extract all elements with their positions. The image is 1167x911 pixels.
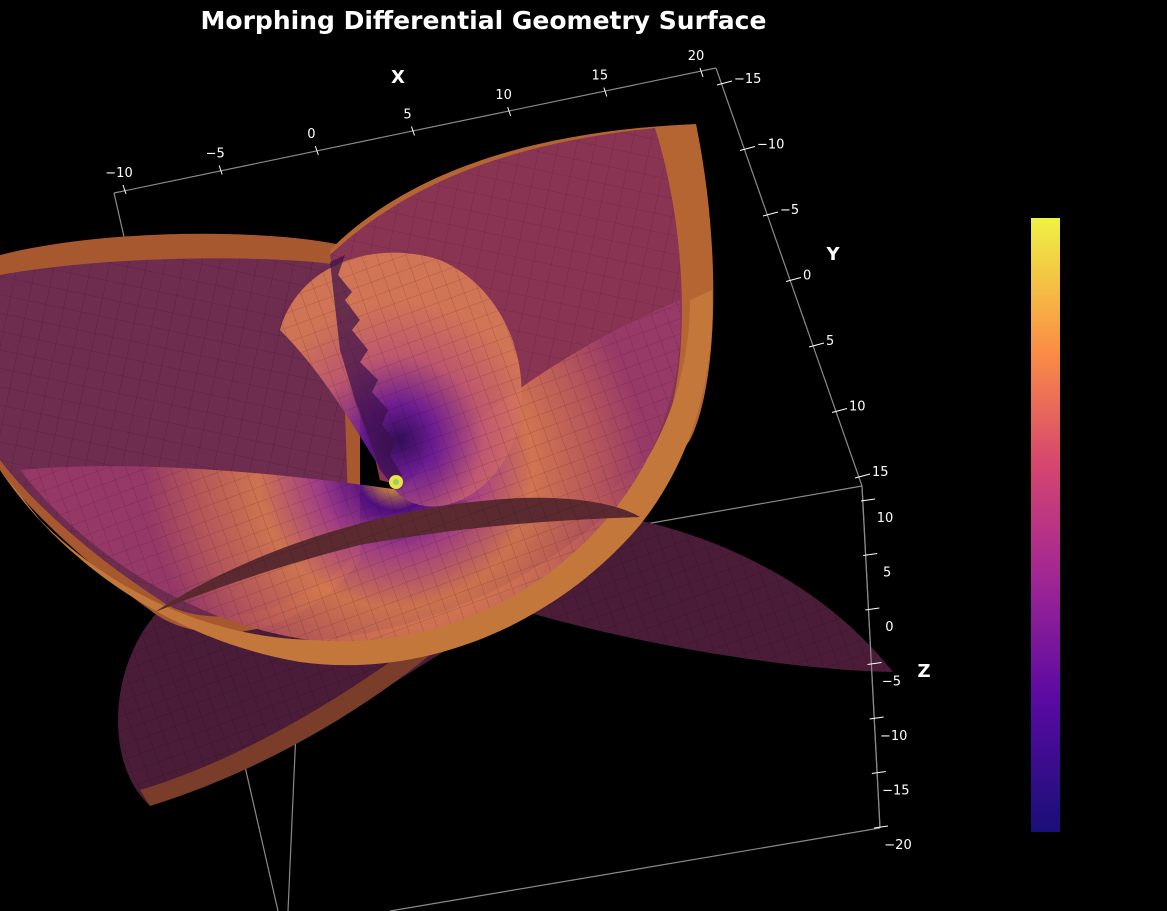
y-tick-label: 5 bbox=[826, 334, 834, 349]
x-tick-mark bbox=[699, 67, 704, 78]
y-tick-mark bbox=[854, 473, 871, 479]
z-tick-label: 5 bbox=[883, 566, 891, 581]
x-tick-mark bbox=[411, 126, 415, 136]
y-tick-label: −15 bbox=[734, 72, 761, 87]
y-tick-label: 10 bbox=[849, 400, 866, 415]
x-tick-mark bbox=[218, 165, 223, 175]
y-tick-mark bbox=[739, 146, 756, 151]
y-tick-mark bbox=[785, 277, 802, 282]
z-tick-label: −20 bbox=[884, 838, 911, 853]
surface-funnel bbox=[280, 252, 522, 507]
y-tick-mark bbox=[831, 408, 848, 413]
z-axis-label: Z bbox=[917, 661, 930, 682]
x-tick-label: 10 bbox=[495, 88, 512, 103]
colorbar bbox=[1031, 218, 1060, 832]
x-tick-label: 5 bbox=[403, 108, 411, 123]
y-tick-mark bbox=[762, 211, 779, 217]
surface-front-bowl bbox=[0, 290, 713, 666]
x-tick-label: 0 bbox=[307, 127, 315, 142]
x-tick-mark bbox=[603, 87, 608, 97]
axes: −10 −5 0 5 10 15 20 X −15 −10 −5 0 5 10 15 Y 10 5 0 −5 −10 −1… bbox=[105, 49, 930, 853]
surface-front-ribbon bbox=[155, 497, 640, 612]
z-tick-mark bbox=[863, 553, 878, 556]
z-tick-mark bbox=[860, 498, 876, 502]
x-tick-mark bbox=[507, 106, 512, 117]
y-tick-label: 15 bbox=[872, 465, 889, 480]
y-tick-mark bbox=[808, 342, 825, 348]
z-tick-label: −15 bbox=[882, 784, 909, 799]
z-tick-mark bbox=[873, 825, 889, 829]
x-axis-label: X bbox=[391, 67, 405, 88]
front-axis-lines bbox=[861, 485, 881, 829]
y-tick-label: −5 bbox=[780, 203, 799, 218]
x-tick-label: −10 bbox=[105, 166, 132, 181]
z-tick-label: −10 bbox=[880, 729, 907, 744]
z-tick-mark bbox=[871, 771, 886, 774]
z-tick-mark bbox=[865, 607, 880, 611]
x-tick-label: 15 bbox=[592, 69, 609, 84]
x-tick-label: 20 bbox=[688, 49, 705, 64]
z-tick-mark bbox=[867, 662, 882, 665]
z-tick-label: 10 bbox=[877, 511, 894, 526]
z-tick-label: 0 bbox=[885, 620, 893, 635]
y-tick-label: −10 bbox=[757, 138, 784, 153]
y-tick-mark bbox=[716, 80, 733, 86]
chart-title: Morphing Differential Geometry Surface bbox=[200, 6, 767, 35]
x-tick-mark bbox=[122, 184, 127, 195]
x-tick-label: −5 bbox=[206, 147, 225, 162]
z-tick-label: −5 bbox=[882, 675, 901, 690]
z-tick-mark bbox=[869, 716, 884, 720]
y-axis-label: Y bbox=[825, 244, 840, 265]
y-tick-label: 0 bbox=[803, 269, 811, 284]
x-tick-mark bbox=[314, 145, 319, 156]
